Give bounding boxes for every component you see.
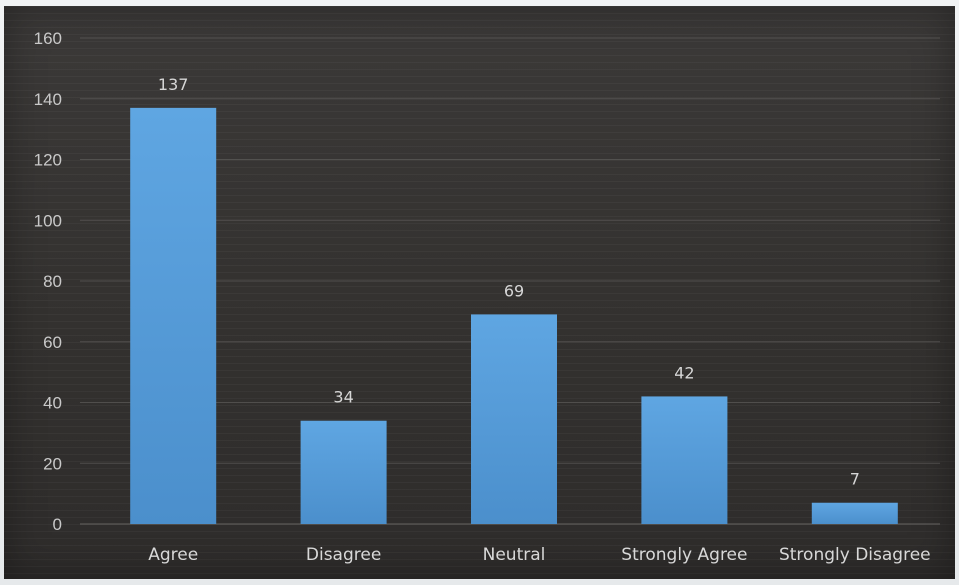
- x-category-label: Agree: [148, 545, 198, 565]
- bar-strongly-disagree: [811, 502, 898, 524]
- bar-strongly-agree: [641, 396, 728, 524]
- x-category-label: Strongly Agree: [621, 545, 747, 565]
- bar-disagree: [300, 420, 387, 524]
- y-tick-label: 60: [43, 333, 62, 352]
- y-tick-label: 160: [34, 29, 62, 48]
- bars: [130, 107, 898, 525]
- x-category-label: Disagree: [306, 545, 381, 565]
- bar-neutral: [471, 314, 557, 524]
- data-label: 34: [333, 388, 353, 407]
- y-tick-label: 80: [43, 272, 62, 291]
- data-label: 69: [504, 281, 524, 300]
- y-tick-label: 120: [34, 151, 62, 170]
- x-category-label: Strongly Disagree: [779, 545, 931, 565]
- data-label: 137: [158, 75, 189, 94]
- y-tick-label: 140: [34, 90, 62, 109]
- data-label: 7: [850, 470, 860, 489]
- y-axis-tick-labels: 0 20 40 60 80 100 120 140 160: [34, 29, 62, 534]
- y-tick-label: 40: [43, 394, 62, 413]
- y-tick-label: 20: [43, 454, 62, 473]
- x-category-label: Neutral: [483, 545, 546, 565]
- x-axis-category-labels: Agree Disagree Neutral Strongly Agree Strong…: [148, 545, 930, 565]
- bar-agree: [130, 107, 217, 525]
- data-label: 42: [674, 363, 694, 382]
- data-labels: 137 34 69 42 7: [158, 75, 860, 489]
- y-tick-label: 0: [53, 515, 62, 534]
- y-tick-label: 100: [34, 211, 62, 230]
